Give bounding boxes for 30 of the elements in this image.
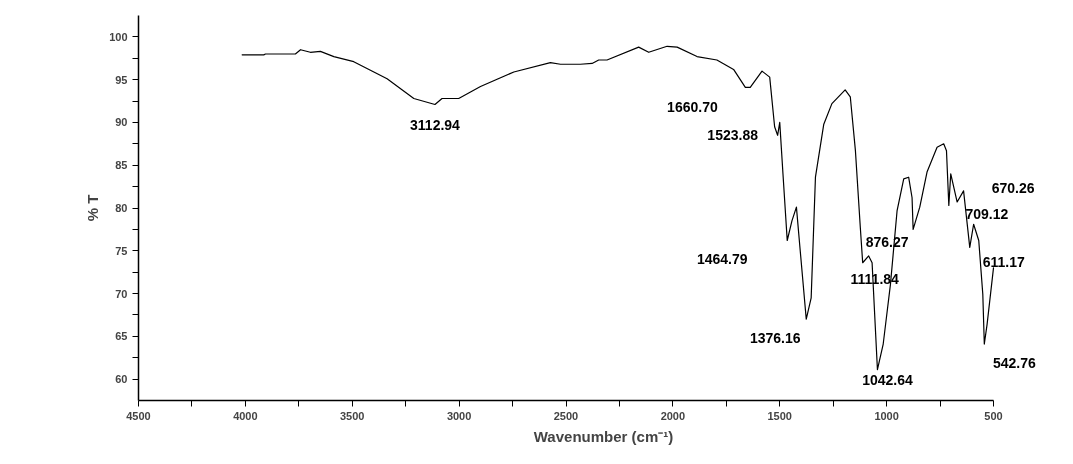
annotation: 1660.70 (667, 99, 718, 116)
annotation: 1523.88 (707, 126, 759, 143)
x-tick-label: 2000 (660, 409, 686, 422)
y-tick-label: 75 (115, 244, 128, 257)
x-tick-label: 4000 (233, 409, 258, 422)
annotation: 709.12 (965, 206, 1009, 223)
annotation: 670.26 (991, 180, 1035, 197)
y-tick-label: 100 (109, 30, 128, 43)
y-tick-label: 60 (115, 373, 128, 386)
annotation: 3112.94 (410, 117, 461, 134)
x-tick-label: 2500 (553, 409, 579, 422)
y-tick-label: 65 (115, 330, 128, 343)
y-tick-label: 95 (115, 73, 128, 86)
y-axis-title: % T (84, 194, 102, 222)
x-tick-label: 3500 (340, 409, 365, 422)
annotation: 1464.79 (696, 250, 748, 267)
x-tick-label: 3000 (446, 409, 472, 422)
y-tick-label: 90 (115, 116, 128, 129)
x-axis-title: Wavenumber (cm⁻¹) (533, 427, 674, 445)
annotation: 1376.16 (749, 330, 801, 347)
annotation: 611.17 (982, 254, 1025, 271)
x-tick-label: 1500 (767, 409, 792, 422)
x-tick-label: 500 (984, 409, 1003, 422)
annotation: 542.76 (992, 355, 1036, 372)
x-tick-label: 4500 (126, 409, 151, 422)
y-tick-label: 70 (115, 287, 128, 300)
y-tick-label: 85 (115, 159, 128, 172)
y-tick-label: 80 (115, 202, 128, 214)
x-tick-label: 1000 (874, 409, 899, 422)
annotation: 1042.64 (862, 371, 914, 388)
